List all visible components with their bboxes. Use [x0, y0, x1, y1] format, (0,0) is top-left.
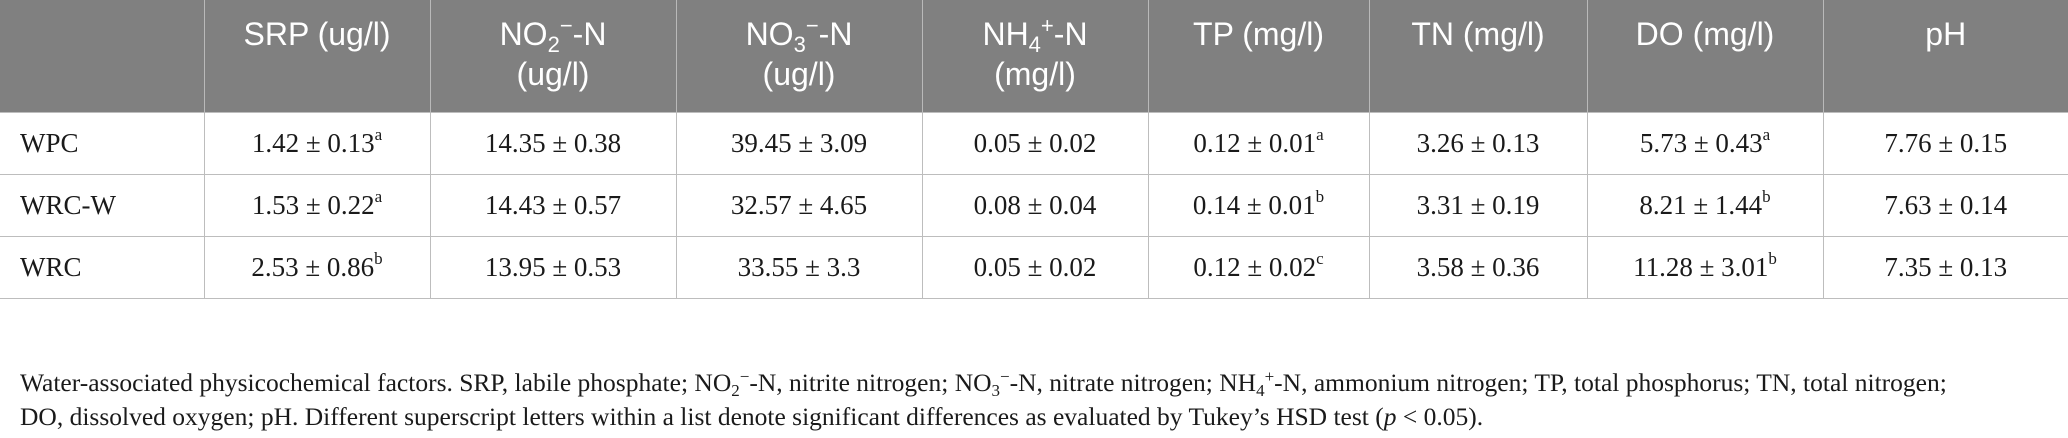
- row-label: WRC: [0, 236, 204, 299]
- table-cell: 0.14 ± 0.01b: [1147, 174, 1369, 237]
- table-row: WPC 1.42 ± 0.13a 14.35 ± 0.38 39.45 ± 3.…: [0, 111, 2068, 175]
- table-cell: 32.57 ± 4.65: [675, 174, 922, 237]
- header-no2: NO2−-N (ug/l): [429, 0, 676, 112]
- table-cell: 13.95 ± 0.53: [429, 236, 676, 299]
- row-label: WPC: [0, 111, 204, 175]
- table-cell: 14.35 ± 0.38: [429, 111, 676, 175]
- header-tp: TP (mg/l): [1147, 0, 1369, 112]
- table-cell: 8.21 ± 1.44b: [1586, 174, 1823, 237]
- header-no3: NO3−-N (ug/l): [675, 0, 922, 112]
- table-footnote: Water-associated physicochemical factors…: [20, 367, 1947, 431]
- header-row: SRP (ug/l) NO2−-N (ug/l) NO3−-N (ug/l) N…: [0, 0, 2068, 112]
- table-cell: 3.26 ± 0.13: [1368, 111, 1587, 175]
- table-cell: 5.73 ± 0.43a: [1586, 111, 1823, 175]
- table-cell: 33.55 ± 3.3: [675, 236, 922, 299]
- table-cell: 2.53 ± 0.86b: [203, 236, 430, 299]
- table-cell: 11.28 ± 3.01b: [1586, 236, 1823, 299]
- table-cell: 0.12 ± 0.02c: [1147, 236, 1369, 299]
- table-cell: 39.45 ± 3.09: [675, 111, 922, 175]
- table-cell: 1.42 ± 0.13a: [203, 111, 430, 175]
- header-empty: [0, 0, 204, 112]
- table-row: WRC 2.53 ± 0.86b 13.95 ± 0.53 33.55 ± 3.…: [0, 236, 2068, 299]
- table-cell: 0.12 ± 0.01a: [1147, 111, 1369, 175]
- table-cell: 1.53 ± 0.22a: [203, 174, 430, 237]
- table-cell: 3.58 ± 0.36: [1368, 236, 1587, 299]
- physicochemical-table: SRP (ug/l) NO2−-N (ug/l) NO3−-N (ug/l) N…: [0, 0, 2068, 299]
- table-row: WRC-W 1.53 ± 0.22a 14.43 ± 0.57 32.57 ± …: [0, 174, 2068, 237]
- header-ph: pH: [1822, 0, 2068, 112]
- table-cell: 3.31 ± 0.19: [1368, 174, 1587, 237]
- row-label: WRC-W: [0, 174, 204, 237]
- table-cell: 14.43 ± 0.57: [429, 174, 676, 237]
- table-cell: 7.35 ± 0.13: [1822, 236, 2068, 299]
- header-srp: SRP (ug/l): [203, 0, 430, 112]
- header-do: DO (mg/l): [1586, 0, 1823, 112]
- table-cell: 7.76 ± 0.15: [1822, 111, 2068, 175]
- table-cell: 0.05 ± 0.02: [921, 111, 1148, 175]
- header-nh4: NH4+-N (mg/l): [921, 0, 1148, 112]
- table-cell: 0.05 ± 0.02: [921, 236, 1148, 299]
- table-cell: 7.63 ± 0.14: [1822, 174, 2068, 237]
- data-table-container: SRP (ug/l) NO2−-N (ug/l) NO3−-N (ug/l) N…: [0, 0, 2068, 299]
- header-tn: TN (mg/l): [1368, 0, 1587, 112]
- table-cell: 0.08 ± 0.04: [921, 174, 1148, 237]
